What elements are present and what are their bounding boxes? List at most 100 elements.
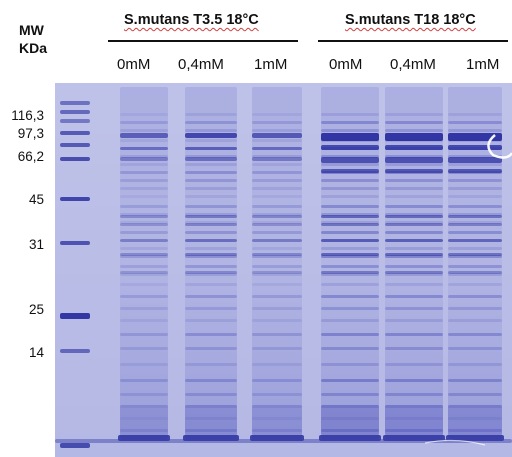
protein-band	[321, 247, 379, 250]
protein-band	[448, 273, 502, 276]
sample-lane	[252, 87, 302, 439]
protein-band	[321, 307, 379, 310]
protein-band	[448, 113, 502, 116]
protein-band	[185, 221, 237, 224]
kda-label: KDa	[19, 40, 48, 56]
protein-band	[120, 195, 168, 198]
protein-band	[252, 129, 302, 132]
protein-band	[185, 295, 237, 298]
major-band	[448, 157, 502, 163]
major-band	[321, 145, 379, 150]
protein-band	[120, 121, 168, 124]
lane-label-t3-5-0mm: 0mM	[117, 56, 151, 73]
protein-band	[120, 221, 168, 224]
major-band	[448, 169, 502, 173]
marker-label-31: 31	[28, 237, 44, 252]
protein-band	[185, 363, 237, 366]
protein-band	[120, 429, 168, 432]
protein-band	[120, 155, 168, 158]
ladder-band	[60, 197, 90, 201]
protein-band	[185, 319, 237, 322]
protein-band	[385, 271, 443, 274]
major-band	[321, 133, 379, 141]
protein-band	[321, 417, 379, 420]
ladder-band	[60, 131, 90, 135]
major-band	[120, 157, 168, 161]
protein-band	[448, 205, 502, 208]
ladder-band	[60, 110, 90, 114]
protein-band	[385, 187, 443, 190]
protein-band	[185, 265, 237, 268]
protein-band	[448, 221, 502, 224]
protein-band	[185, 429, 237, 432]
protein-band	[120, 213, 168, 216]
protein-band	[185, 271, 237, 274]
protein-band	[252, 205, 302, 208]
protein-band	[448, 179, 502, 182]
marker-label-66-2: 66,2	[17, 149, 44, 164]
gel-lanes	[55, 87, 512, 448]
marker-label-25: 25	[28, 302, 44, 317]
protein-band	[185, 247, 237, 250]
protein-band	[185, 347, 237, 350]
marker-label-116-3: 116,3	[11, 108, 44, 123]
protein-band	[321, 239, 379, 242]
dye-front	[118, 435, 170, 441]
protein-band	[385, 283, 443, 286]
protein-band	[185, 255, 237, 258]
marker-label-14: 14	[28, 345, 44, 360]
protein-band	[448, 239, 502, 242]
protein-band	[120, 393, 168, 396]
protein-band	[120, 363, 168, 366]
protein-band	[448, 405, 502, 408]
gel-glare	[487, 134, 512, 159]
lane-label-t18-0mm: 0mM	[329, 56, 363, 73]
protein-band	[321, 129, 379, 132]
mw-label: MW	[19, 22, 44, 38]
protein-band	[120, 187, 168, 190]
ladder-band	[60, 313, 90, 319]
protein-band	[385, 273, 443, 276]
protein-band	[252, 271, 302, 274]
major-band	[385, 169, 443, 173]
ladder-band	[60, 349, 90, 353]
protein-band	[321, 429, 379, 432]
protein-band	[120, 265, 168, 268]
protein-band	[252, 393, 302, 396]
sample-lane	[321, 87, 379, 439]
protein-band	[321, 363, 379, 366]
protein-band	[185, 129, 237, 132]
protein-band	[185, 215, 237, 218]
sample-lane	[120, 87, 168, 439]
protein-band	[385, 347, 443, 350]
protein-band	[448, 253, 502, 256]
major-band	[252, 133, 302, 138]
protein-band	[252, 265, 302, 268]
protein-band	[385, 429, 443, 432]
protein-band	[385, 363, 443, 366]
gel-glare-bottom	[424, 439, 486, 446]
protein-band	[252, 295, 302, 298]
protein-band	[120, 129, 168, 132]
protein-band	[185, 283, 237, 286]
protein-band	[448, 347, 502, 350]
protein-band	[448, 393, 502, 396]
protein-band	[321, 223, 379, 226]
protein-band	[252, 223, 302, 226]
protein-band	[252, 255, 302, 258]
protein-band	[120, 163, 168, 166]
protein-band	[185, 195, 237, 198]
major-band	[185, 133, 237, 138]
protein-band	[448, 319, 502, 322]
protein-band	[448, 121, 502, 124]
protein-band	[120, 215, 168, 218]
major-band	[385, 157, 443, 163]
protein-band	[252, 221, 302, 224]
low-mw-smear	[185, 405, 237, 435]
protein-band	[185, 239, 237, 242]
protein-band	[321, 205, 379, 208]
protein-band	[252, 163, 302, 166]
major-band	[252, 157, 302, 161]
protein-band	[321, 215, 379, 218]
protein-band	[185, 273, 237, 276]
